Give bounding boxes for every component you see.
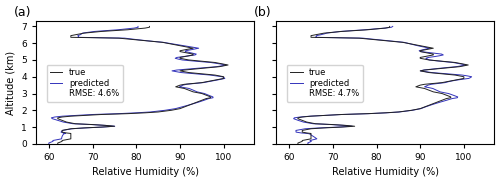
Legend: true, predicted, RMSE: 4.6%: true, predicted, RMSE: 4.6% bbox=[46, 65, 122, 102]
Text: (b): (b) bbox=[254, 6, 272, 19]
X-axis label: Relative Humidity (%): Relative Humidity (%) bbox=[332, 167, 439, 178]
X-axis label: Relative Humidity (%): Relative Humidity (%) bbox=[92, 167, 198, 178]
Legend: true, predicted, RMSE: 4.7%: true, predicted, RMSE: 4.7% bbox=[287, 65, 363, 102]
Y-axis label: Altitude (km): Altitude (km) bbox=[6, 51, 16, 115]
Text: (a): (a) bbox=[14, 6, 32, 19]
